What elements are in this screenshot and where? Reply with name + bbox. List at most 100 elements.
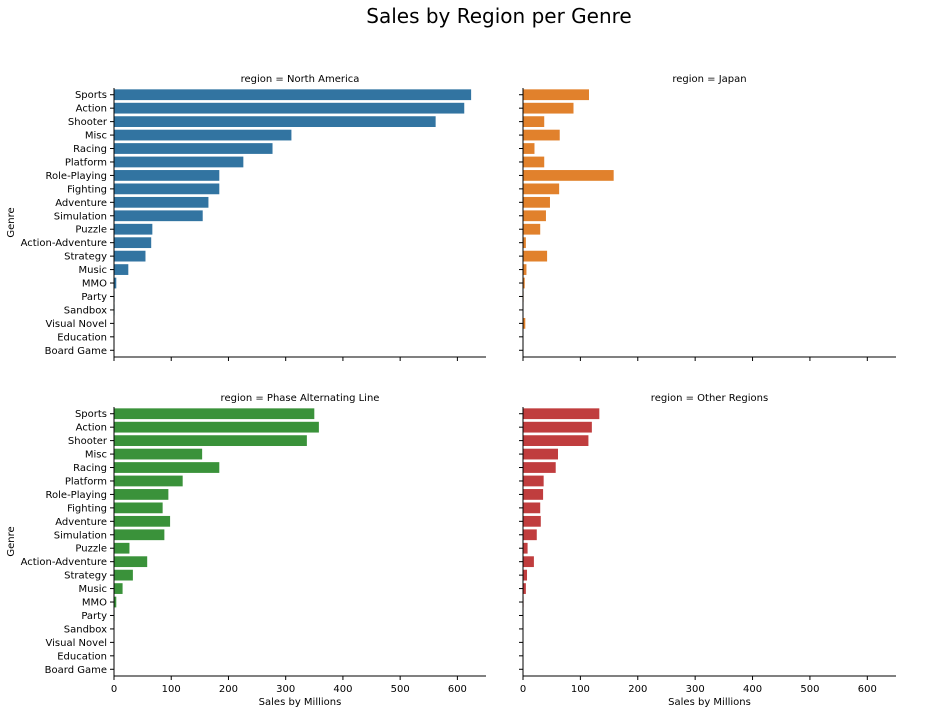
bar-sports bbox=[523, 408, 600, 420]
y-tick-label: Music bbox=[79, 265, 107, 276]
y-tick-label: Platform bbox=[65, 157, 107, 168]
bar-misc bbox=[114, 448, 203, 460]
bar-platform bbox=[523, 475, 544, 487]
bar-racing bbox=[523, 143, 535, 154]
y-tick-label: Action-Adventure bbox=[21, 557, 107, 568]
bar-adventure bbox=[114, 515, 171, 527]
y-tick-label: Visual Novel bbox=[46, 319, 107, 330]
x-tick-label: 500 bbox=[391, 684, 410, 695]
y-tick-label: Sandbox bbox=[64, 624, 107, 635]
bar-strategy bbox=[114, 569, 133, 581]
y-tick-label: Puzzle bbox=[75, 544, 107, 555]
bar-puzzle bbox=[523, 223, 541, 235]
bar-sports bbox=[114, 89, 472, 101]
y-tick-label: Strategy bbox=[64, 252, 107, 263]
bar-puzzle bbox=[523, 542, 528, 554]
y-tick-label: Adventure bbox=[55, 517, 107, 528]
y-tick-label: Action bbox=[76, 423, 107, 434]
facet-panel: region = Other Regions 0 100 200 300 400 500 60… bbox=[519, 393, 896, 708]
bar-simulation bbox=[114, 529, 165, 541]
bar-sports bbox=[114, 408, 315, 420]
bar-fighting bbox=[523, 183, 560, 195]
bar-action bbox=[114, 421, 319, 433]
bar-action-adventure bbox=[523, 237, 526, 249]
bar-music bbox=[114, 264, 129, 275]
bar-fighting bbox=[523, 502, 541, 514]
x-axis-label: Sales by Millions bbox=[259, 697, 342, 708]
x-tick-label: 100 bbox=[162, 684, 181, 695]
x-tick-label: 600 bbox=[858, 684, 877, 695]
bar-simulation bbox=[523, 529, 537, 541]
y-tick-label: Racing bbox=[73, 463, 107, 474]
x-tick-label: 200 bbox=[628, 684, 647, 695]
y-tick-label: Party bbox=[81, 611, 107, 622]
bar-mmo bbox=[523, 277, 525, 289]
y-tick-label: Visual Novel bbox=[46, 638, 107, 649]
bar-shooter bbox=[523, 435, 589, 447]
x-tick-label: 0 bbox=[520, 684, 526, 695]
bar-misc bbox=[114, 129, 292, 141]
x-axis-label: Sales by Millions bbox=[668, 697, 751, 708]
y-tick-label: Shooter bbox=[68, 436, 108, 447]
x-tick-label: 300 bbox=[276, 684, 295, 695]
y-tick-label: Role-Playing bbox=[46, 171, 107, 182]
bar-misc bbox=[523, 448, 559, 460]
bar-platform bbox=[114, 156, 244, 168]
facet-panel: region = Japan bbox=[519, 74, 896, 361]
x-tick-label: 0 bbox=[111, 684, 117, 695]
bar-simulation bbox=[114, 210, 203, 222]
bar-shooter bbox=[523, 116, 545, 128]
facet-panel: region = North America Sports Action Shoote… bbox=[6, 74, 486, 361]
y-tick-label: Music bbox=[79, 584, 107, 595]
facet-title: region = Other Regions bbox=[651, 393, 768, 404]
y-tick-label: Board Game bbox=[45, 346, 107, 357]
bar-action bbox=[523, 102, 574, 114]
y-tick-label: Simulation bbox=[54, 211, 107, 222]
bar-music bbox=[523, 583, 526, 594]
facet-title: region = Japan bbox=[672, 74, 746, 85]
bar-simulation bbox=[523, 210, 546, 222]
bar-action-adventure bbox=[114, 237, 152, 249]
bar-role-playing bbox=[114, 170, 220, 181]
y-tick-label: MMO bbox=[82, 598, 107, 609]
y-tick-label: Education bbox=[57, 651, 107, 662]
x-tick-label: 200 bbox=[219, 684, 238, 695]
y-tick-label: Sandbox bbox=[64, 305, 107, 316]
y-tick-label: Puzzle bbox=[75, 225, 107, 236]
bar-role-playing bbox=[523, 489, 544, 500]
bar-adventure bbox=[523, 196, 550, 208]
bar-racing bbox=[114, 143, 273, 154]
bar-shooter bbox=[114, 435, 307, 447]
bar-action-adventure bbox=[114, 556, 148, 568]
facet-title: region = Phase Alternating Line bbox=[221, 393, 380, 404]
y-tick-label: Party bbox=[81, 292, 107, 303]
bar-adventure bbox=[523, 515, 541, 527]
y-tick-label: Role-Playing bbox=[46, 490, 107, 501]
bar-shooter bbox=[114, 116, 436, 128]
x-tick-label: 300 bbox=[686, 684, 705, 695]
y-tick-label: Simulation bbox=[54, 530, 107, 541]
y-tick-label: Fighting bbox=[67, 503, 107, 514]
x-tick-label: 600 bbox=[448, 684, 467, 695]
bar-music bbox=[523, 264, 527, 275]
facet-title: region = North America bbox=[241, 74, 360, 85]
bar-mmo bbox=[114, 596, 117, 608]
bar-puzzle bbox=[114, 542, 130, 554]
y-tick-label: Sports bbox=[75, 409, 107, 420]
bar-sports bbox=[523, 89, 589, 101]
y-tick-label: Education bbox=[57, 332, 107, 343]
y-tick-label: Board Game bbox=[45, 665, 107, 676]
bar-fighting bbox=[114, 502, 163, 514]
bar-visual-novel bbox=[523, 317, 526, 329]
bar-puzzle bbox=[114, 223, 153, 235]
bar-platform bbox=[114, 475, 183, 487]
bar-music bbox=[114, 583, 123, 594]
bar-adventure bbox=[114, 196, 209, 208]
y-tick-label: Action bbox=[76, 104, 107, 115]
bar-role-playing bbox=[114, 489, 169, 500]
y-tick-label: Sports bbox=[75, 90, 107, 101]
y-tick-label: Fighting bbox=[67, 184, 107, 195]
bar-strategy bbox=[114, 250, 146, 262]
x-tick-label: 400 bbox=[333, 684, 352, 695]
